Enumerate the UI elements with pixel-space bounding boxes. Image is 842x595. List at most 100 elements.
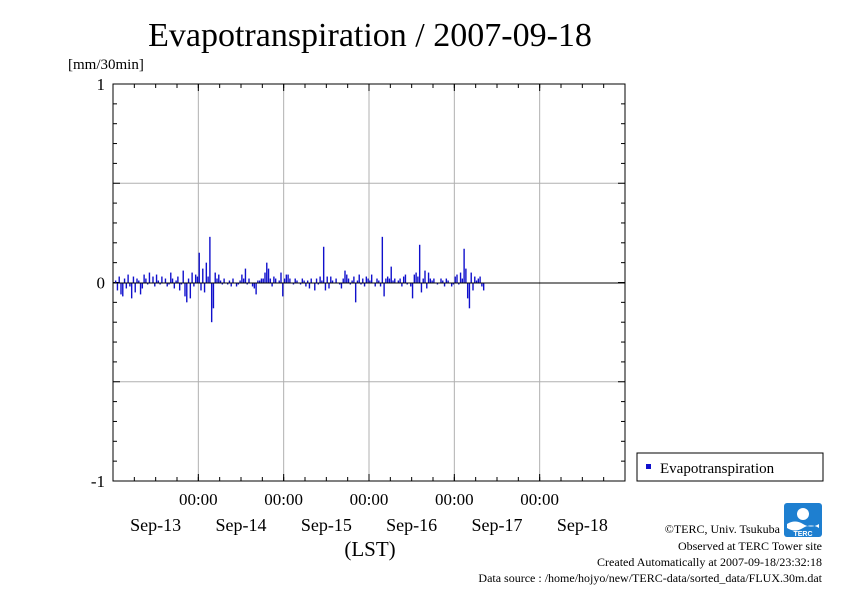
data-bar	[145, 278, 147, 283]
data-bar	[155, 274, 158, 283]
data-bar	[450, 282, 453, 287]
logo-text: TERC	[793, 531, 812, 538]
terc-logo: TERC	[784, 503, 822, 538]
chart-title: Evapotranspiration / 2007-09-18	[148, 17, 592, 54]
data-bar	[335, 278, 337, 283]
data-bar	[266, 262, 268, 283]
data-bar	[365, 276, 368, 283]
data-bar	[390, 266, 392, 283]
data-bar	[310, 278, 312, 283]
x-axis-label: (LST)	[344, 537, 395, 561]
data-bar	[205, 262, 208, 283]
data-bar	[171, 278, 174, 283]
data-bar	[454, 276, 456, 283]
data-bar	[118, 276, 120, 283]
data-bar	[410, 282, 412, 287]
data-bar	[324, 282, 327, 291]
data-bar	[196, 276, 199, 283]
data-bar	[218, 274, 220, 283]
data-bar	[193, 282, 195, 287]
data-bar	[178, 282, 181, 291]
data-bar	[242, 278, 245, 283]
data-bar	[264, 272, 266, 283]
data-bar	[351, 280, 353, 283]
data-bar	[456, 274, 458, 283]
data-bar	[244, 268, 247, 283]
data-bar	[392, 280, 394, 283]
data-bar	[285, 274, 288, 283]
x-date-label: Sep-18	[557, 515, 608, 535]
data-bar	[267, 268, 270, 283]
data-bar	[321, 280, 323, 283]
data-bar	[376, 278, 378, 283]
data-bar	[479, 276, 481, 283]
data-bar	[303, 280, 305, 283]
data-bar	[209, 236, 211, 283]
data-bar	[401, 282, 403, 287]
data-bar	[203, 282, 206, 293]
data-bar	[306, 280, 309, 283]
data-bar	[191, 272, 193, 283]
x-date-labels: Sep-13 Sep-14 Sep-15 Sep-16 Sep-17 Sep-18	[130, 515, 608, 535]
source-text: Data source : /home/hojyo/new/TERC-data/…	[478, 571, 822, 585]
y-tick-labels: 1 0 -1	[91, 75, 105, 491]
data-bar	[459, 272, 462, 283]
data-bar	[194, 274, 197, 283]
copyright-text: ©TERC, Univ. Tsukuba	[665, 522, 781, 536]
data-bar	[378, 280, 380, 283]
x-time-label: 00:00	[520, 490, 559, 509]
data-bar	[175, 280, 177, 283]
data-bar	[219, 280, 222, 283]
y-axis-unit: [mm/30min]	[68, 57, 144, 73]
data-bar	[308, 282, 311, 289]
legend-swatch	[646, 464, 651, 469]
data-bar	[216, 278, 218, 283]
data-bar	[148, 272, 151, 283]
data-bar	[420, 282, 423, 293]
data-bar	[472, 282, 474, 291]
data-bar	[427, 272, 430, 283]
data-bar	[273, 276, 275, 283]
data-bar	[440, 278, 442, 283]
data-bar	[223, 278, 225, 283]
data-bar	[228, 280, 231, 283]
data-bar	[399, 278, 401, 283]
y-tick-label: 0	[97, 274, 106, 293]
data-bar	[269, 278, 272, 283]
x-time-label: 00:00	[435, 490, 474, 509]
data-bar	[397, 280, 400, 283]
data-bar	[125, 282, 128, 289]
data-bar	[241, 274, 243, 283]
data-bar	[402, 276, 405, 283]
data-bar	[475, 280, 478, 283]
data-bar	[260, 278, 263, 283]
data-bar	[394, 278, 396, 283]
data-bar	[198, 252, 200, 283]
data-bar	[356, 280, 359, 283]
observed-text: Observed at TERC Tower site	[678, 539, 822, 553]
data-bar	[314, 282, 316, 291]
x-date-label: Sep-16	[386, 515, 437, 535]
data-bar	[358, 274, 360, 283]
x-date-label: Sep-15	[301, 515, 352, 535]
data-bar	[322, 246, 325, 283]
data-bar	[143, 274, 145, 283]
data-bar	[189, 282, 192, 299]
data-bar	[152, 276, 154, 283]
data-bar	[379, 282, 382, 287]
data-bar	[120, 282, 122, 295]
data-bar	[287, 274, 289, 283]
data-bar	[424, 270, 426, 283]
data-bar	[418, 244, 421, 283]
data-bar	[116, 282, 119, 291]
data-bars	[114, 236, 485, 323]
data-bar	[173, 282, 176, 289]
data-bar	[370, 274, 373, 283]
data-bar	[344, 270, 346, 283]
data-bar	[114, 280, 117, 283]
data-bar	[417, 276, 419, 283]
data-bar	[328, 282, 330, 289]
x-time-label: 00:00	[350, 490, 389, 509]
data-bar	[134, 282, 136, 293]
axis-ticks	[112, 83, 626, 482]
